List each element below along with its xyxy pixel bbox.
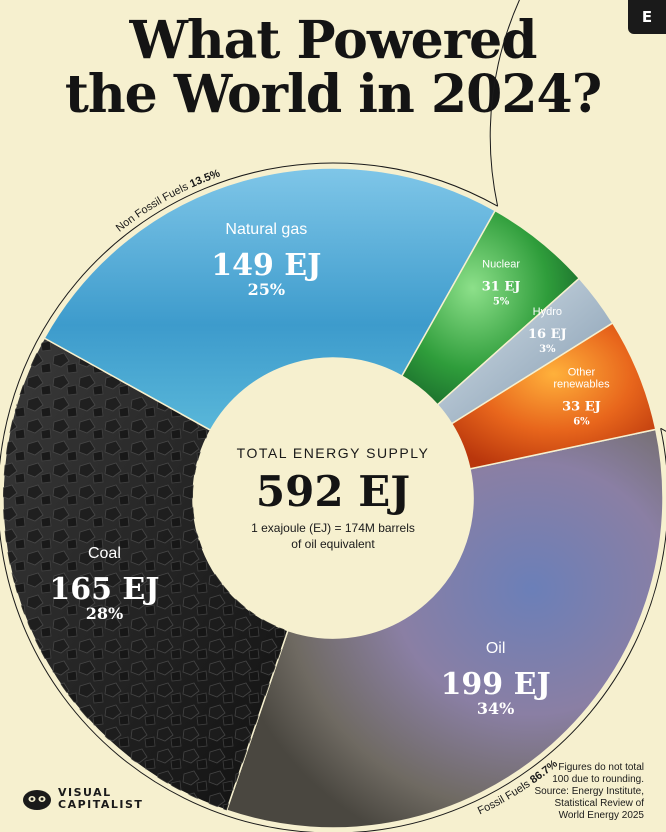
title-line-1: What Powered <box>129 10 537 71</box>
slice-name-label: Natural gas <box>225 221 307 238</box>
slice-percent-label: 5% <box>493 296 510 307</box>
center-note-line: 1 exajoule (EJ) = 174M barrels <box>251 521 415 535</box>
slice-value-label: 16 EJ <box>528 327 567 342</box>
slice-percent-label: 3% <box>539 344 556 355</box>
visual-capitalist-logo: VISUAL CAPITALIST <box>22 786 143 812</box>
footnote-line-5: World Energy 2025 <box>558 810 644 821</box>
footnote-line-4: Statistical Review of <box>554 798 644 809</box>
logo-mark-icon <box>22 786 52 812</box>
chart-title: What Powered the World in 2024? <box>0 14 666 122</box>
slice-value-label: 31 EJ <box>482 279 521 294</box>
slice-name-label: Oil <box>486 640 506 657</box>
footnote: Figures do not total 100 due to rounding… <box>494 762 644 822</box>
title-line-2: the World in 2024? <box>64 64 602 125</box>
publisher-badge: E <box>628 0 666 34</box>
slice-name-label: renewables <box>553 379 610 391</box>
logo-text: VISUAL CAPITALIST <box>58 787 143 811</box>
label-nuclear: Nuclear 31 EJ 5% <box>482 258 521 307</box>
center-summary: TOTAL ENERGY SUPPLY 592 EJ 1 exajoule (EJ)… <box>237 445 430 551</box>
slice-name-label: Hydro <box>533 306 562 318</box>
slice-name-label: Coal <box>88 545 121 562</box>
label-hydro: Hydro 16 EJ 3% <box>528 306 567 355</box>
slice-value-label: 165 EJ <box>49 572 159 607</box>
logo-line-2: CAPITALIST <box>58 798 144 811</box>
center-total: 592 EJ <box>256 467 410 516</box>
footnote-line-1: Figures do not total <box>558 762 644 773</box>
slice-coal-texture <box>2 338 288 811</box>
slice-percent-label: 25% <box>248 280 285 299</box>
slice-percent-label: 28% <box>86 604 123 623</box>
donut-hole <box>193 358 473 638</box>
slice-value-label: 33 EJ <box>562 400 601 415</box>
logo-line-1: VISUAL <box>58 786 112 799</box>
fossil-guide-arc <box>0 162 666 832</box>
slice-name-label: Other <box>568 367 596 379</box>
slice-value-label: 199 EJ <box>441 667 551 702</box>
slice-value-label: 149 EJ <box>211 248 321 283</box>
non-fossil-share-label-share: 13.5% <box>188 167 222 190</box>
footnote-line-2: 100 due to rounding. <box>552 774 644 785</box>
slice-percent-label: 34% <box>477 699 514 718</box>
center-note-line: of oil equivalent <box>291 537 375 551</box>
slice-name-label: Nuclear <box>482 258 520 270</box>
slice-percent-label: 6% <box>573 417 590 428</box>
footnote-line-3: Source: Energy Institute, <box>534 786 644 797</box>
center-heading: TOTAL ENERGY SUPPLY <box>237 445 430 461</box>
